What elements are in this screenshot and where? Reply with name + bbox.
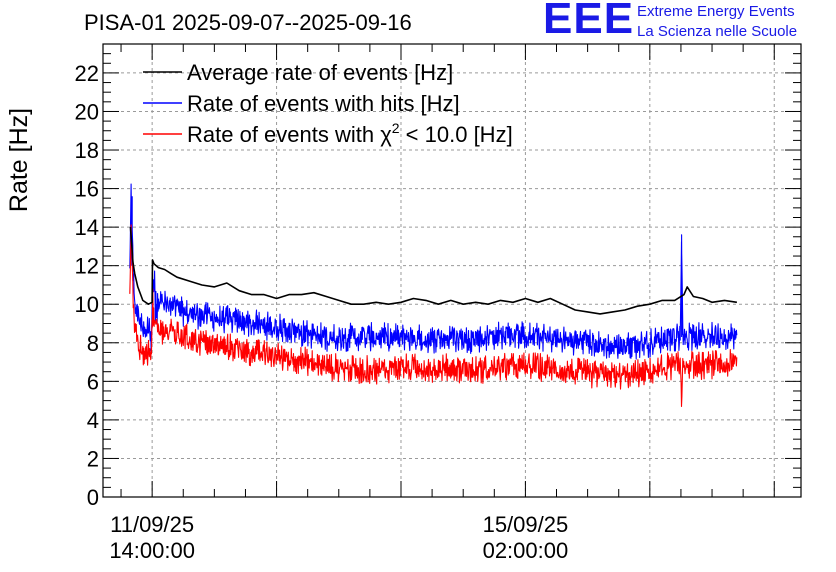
y-tick-label: 16	[75, 177, 99, 202]
y-tick-label: 2	[87, 446, 99, 471]
y-axis-label: Rate [Hz]	[5, 108, 33, 212]
y-tick-label: 10	[75, 292, 99, 317]
plot-frame	[102, 43, 802, 498]
x-tick-label-time: 14:00:00	[109, 538, 195, 563]
legend-label-main: Rate of events with χ	[187, 122, 392, 147]
chart-legend: Average rate of events [Hz] Rate of even…	[143, 60, 513, 147]
legend-label-main: Average rate of events [Hz]	[187, 60, 453, 85]
chart-series	[129, 183, 738, 408]
y-tick-label: 6	[87, 369, 99, 394]
legend-label-average: Average rate of events [Hz]	[187, 60, 453, 85]
legend-label-hits: Rate of events with hits [Hz]	[187, 91, 460, 116]
y-tick-label: 12	[75, 254, 99, 279]
y-tick-label: 8	[87, 331, 99, 356]
y-tick-label: 18	[75, 138, 99, 163]
logo-subtitle-line2: La Scienza nelle Scuole	[637, 23, 798, 40]
series-hits-line	[129, 183, 738, 360]
series-average-line	[129, 227, 738, 315]
y-tick-label: 14	[75, 215, 99, 240]
y-tick-label: 20	[75, 99, 99, 124]
legend-label-main: Rate of events with hits [Hz]	[187, 91, 460, 116]
y-tick-label: 4	[87, 408, 99, 433]
legend-label-superscript: 2	[392, 120, 400, 136]
x-tick-label-date: 15/09/25	[483, 512, 569, 537]
y-tick-label: 22	[75, 61, 99, 86]
eee-logo: EEE	[543, 0, 635, 43]
logo-subtitle-line1: Extreme Energy Events	[637, 3, 795, 20]
x-tick-label-time: 02:00:00	[483, 538, 569, 563]
x-tick-label-date: 11/09/25	[110, 512, 194, 537]
chart-grid	[103, 44, 801, 497]
legend-label-rest: < 10.0 [Hz]	[400, 122, 513, 147]
legend-label-chi2: Rate of events with χ2 < 10.0 [Hz]	[187, 120, 513, 147]
y-tick-label: 0	[87, 485, 99, 510]
series-chi2-line	[129, 224, 738, 408]
chart-title: PISA-01 2025-09-07--2025-09-16	[84, 10, 412, 35]
